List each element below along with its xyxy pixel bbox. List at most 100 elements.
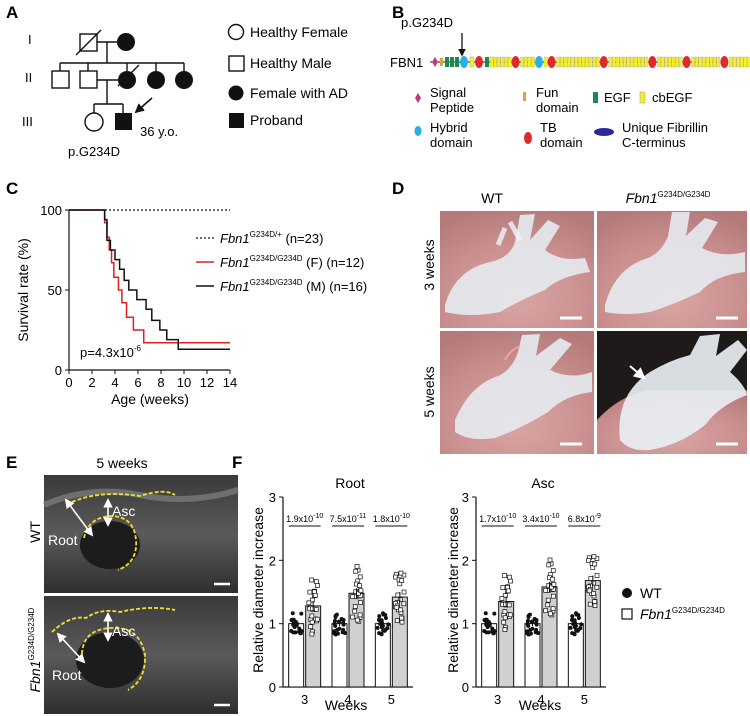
- mut-point: [309, 631, 315, 637]
- wt-point: [483, 611, 488, 616]
- tb-domain: [511, 56, 520, 68]
- mut-point: [309, 577, 314, 583]
- x-tick-label: 4: [344, 692, 351, 707]
- mut-point: [547, 557, 553, 563]
- female-with-ad: [118, 71, 136, 89]
- wt-point: [486, 630, 491, 635]
- mut-point: [505, 588, 511, 594]
- mut-point: [395, 592, 401, 598]
- tb-domain-icon: [524, 132, 532, 144]
- protein-name: FBN1: [390, 55, 423, 70]
- cbegf-domain: [675, 56, 679, 68]
- fun-domain-icon: [523, 92, 526, 101]
- root-label: Root: [48, 532, 78, 548]
- mut-point: [591, 554, 597, 559]
- mut-point: [358, 600, 363, 605]
- legend-hybrid-2: domain: [430, 135, 473, 150]
- mut-point: [394, 618, 400, 624]
- mut-point: [587, 588, 593, 594]
- cbegf-domain: [469, 56, 475, 68]
- wt-point: [576, 615, 581, 620]
- mut-point: [550, 606, 556, 611]
- mut-point: [314, 579, 319, 584]
- panel-label-f: F: [232, 453, 242, 472]
- y-tick-label: 100: [40, 203, 62, 218]
- x-tick-label: 3: [494, 692, 501, 707]
- survival-y-label: Survival rate (%): [15, 238, 31, 341]
- asc-label: Asc: [112, 623, 135, 639]
- mut-point: [592, 561, 598, 567]
- photo-row-5wk: 5 weeks: [421, 366, 437, 417]
- y-tick-label: 3: [269, 490, 276, 505]
- legend-cterm: Unique Fibrillin: [622, 120, 708, 135]
- mut-point: [507, 612, 513, 618]
- mut-point: [592, 599, 598, 604]
- wt-point: [579, 622, 584, 627]
- mut-point: [502, 573, 507, 578]
- legend-cterm-2: C-terminus: [622, 135, 686, 150]
- cbegf-domain: [489, 56, 494, 68]
- mut-point: [307, 589, 313, 595]
- mut-point: [354, 563, 360, 569]
- wt-point: [492, 611, 497, 616]
- mut-point: [548, 611, 553, 617]
- female-with-ad: [175, 71, 193, 89]
- cbegf-domain: [668, 56, 672, 68]
- mut-point: [546, 562, 552, 568]
- y-tick-label: 0: [269, 680, 276, 695]
- mut-point: [350, 614, 355, 620]
- mut-point: [401, 601, 407, 607]
- cbegf-domain: [698, 56, 703, 68]
- ultrasound-title: 5 weeks: [96, 455, 147, 471]
- legend-proband: Proband: [250, 112, 303, 128]
- ultrasound-images: 5 weeks WT Fbn1G234D/G234D Asc Root Asc …: [27, 455, 239, 714]
- proband: [115, 113, 132, 130]
- panel-label-e: E: [6, 453, 17, 472]
- legend-egf: EGF: [604, 90, 631, 105]
- wt-point: [293, 630, 298, 635]
- cbegf-domain: [619, 56, 623, 68]
- signal-peptide: [432, 57, 438, 67]
- c-terminus-icon: [594, 128, 614, 136]
- mut-point: [499, 596, 505, 601]
- healthy-male: [79, 70, 98, 89]
- cbegf-domain: [732, 56, 737, 68]
- p-value-label: 1.8x10-10: [373, 513, 410, 524]
- cbegf-domain: [623, 56, 627, 68]
- cbegf-domain: [630, 56, 634, 68]
- x-tick-label: 0: [65, 375, 72, 390]
- wt-point: [570, 631, 575, 636]
- wt-point: [485, 625, 490, 630]
- tb-domain: [682, 56, 691, 68]
- wt-point: [377, 614, 382, 619]
- x-tick-label: 6: [134, 375, 141, 390]
- mut-point: [309, 597, 315, 603]
- wt-point: [289, 629, 294, 634]
- mut-point: [545, 597, 551, 603]
- mut-point: [551, 582, 557, 587]
- healthy-female: [84, 112, 104, 132]
- mut-point: [399, 615, 405, 621]
- legend-female-ad: Female with AD: [250, 85, 348, 101]
- photo-mut-3wk: [597, 211, 747, 328]
- cbegf-domain: [563, 56, 568, 68]
- tb-domain: [599, 56, 608, 68]
- cbegf-domain: [637, 56, 641, 68]
- egf-domain: [485, 57, 489, 67]
- protein-diagram: p.G234D FBN1 Signal Peptide Fun domain E…: [390, 15, 750, 150]
- mut-point: [594, 573, 600, 578]
- p-value-label: 7.5x10-11: [330, 513, 367, 524]
- wt-point: [298, 631, 303, 636]
- mut-point: [588, 576, 594, 581]
- legend-entry: Fbn1G234D/+ (n=23): [220, 230, 323, 246]
- mut-point: [501, 619, 507, 625]
- mut-point: [592, 603, 598, 608]
- legend-fun-2: domain: [536, 100, 579, 115]
- legend-tb-2: domain: [540, 135, 583, 150]
- root-y-label: Relative diameter increase: [250, 507, 266, 673]
- cbegf-domain: [592, 56, 596, 68]
- cbegf-domain: [615, 56, 620, 68]
- cbegf-domain: [644, 56, 649, 68]
- asc-x-label: Weeks: [519, 697, 562, 713]
- wt-point: [375, 625, 380, 630]
